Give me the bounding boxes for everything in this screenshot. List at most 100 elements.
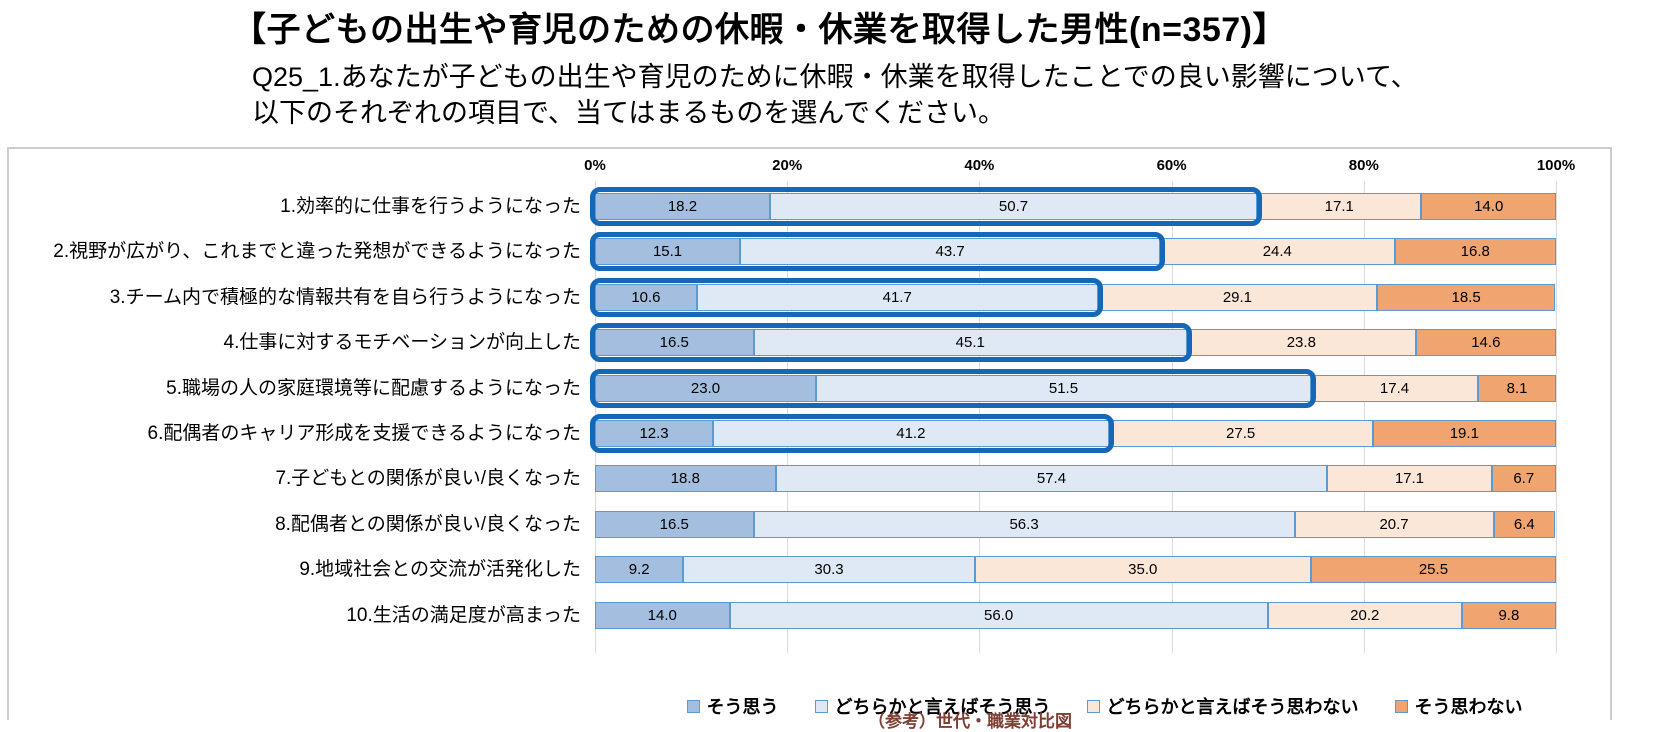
- legend-item: どちらかと言えばそう思う: [814, 693, 1051, 719]
- legend-swatch: [686, 699, 700, 713]
- category-label: 2.視野が広がり、これまでと違った発想ができるようになった: [53, 241, 581, 263]
- bar-segment: 9.8: [1461, 601, 1556, 629]
- bar-segment: 57.4: [775, 465, 1328, 493]
- segment-value-label: 9.8: [1498, 606, 1520, 624]
- bar-segment: 18.8: [595, 465, 776, 493]
- bar-row: 5.職場の人の家庭環境等に配慮するようになった 23.0 51.5 17.4 8.1: [9, 368, 1610, 408]
- segment-value-label: 16.5: [659, 334, 689, 352]
- segment-value-label: 27.5: [1226, 425, 1256, 442]
- category-label: 3.チーム内で積極的な情報共有を自ら行うようになった: [109, 286, 581, 308]
- segment-value-label: 41.2: [896, 425, 926, 442]
- segment-value-label: 14.6: [1471, 334, 1501, 352]
- segment-value-label: 56.0: [984, 606, 1014, 624]
- x-axis-tick-label: 60%: [1156, 157, 1187, 174]
- x-gridline: [1363, 181, 1365, 653]
- bar-row: 3.チーム内で積極的な情報共有を自ら行うようになった 10.6 41.7 29.1 18…: [9, 277, 1610, 317]
- legend-item: そう思う: [686, 693, 779, 719]
- bar-track: 12.3 41.2 27.5 19.1: [590, 414, 1557, 453]
- bar-segment: 41.7: [696, 283, 1098, 311]
- bar-segment: 20.7: [1294, 510, 1494, 538]
- legend-item: そう思わない: [1394, 693, 1523, 719]
- bar-segment: 17.1: [1257, 193, 1422, 220]
- question-line-1: Q25_1.あなたが子どもの出生や育児のために休暇・休業を取得したことでの良い影…: [252, 62, 1418, 92]
- segment-value-label: 57.4: [1036, 470, 1067, 488]
- segment-value-label: 25.5: [1418, 561, 1449, 579]
- x-gridline: [1556, 181, 1557, 653]
- bar-segment: 19.1: [1372, 420, 1557, 447]
- segment-value-label: 35.0: [1128, 561, 1158, 579]
- bar-segment: 15.1: [595, 238, 741, 266]
- x-axis-tick-label: 100%: [1536, 157, 1576, 174]
- bar-track: 18.2 50.7 17.1 14.0: [590, 187, 1556, 226]
- category-label: 9.地域社会との交流が活発化した: [299, 559, 581, 581]
- bar-row: 1.効率的に仕事を行うようになった 18.2 50.7 17.1 14.0: [9, 187, 1610, 226]
- segment-value-label: 16.8: [1460, 243, 1490, 261]
- bar-segment: 12.3: [595, 420, 714, 447]
- segment-value-label: 16.5: [659, 515, 689, 533]
- bar-segment: 16.8: [1394, 238, 1556, 266]
- segment-value-label: 24.4: [1262, 243, 1292, 261]
- segment-value-label: 14.0: [647, 606, 677, 624]
- bar-segment: 24.4: [1160, 238, 1395, 266]
- segment-value-label: 9.2: [628, 561, 650, 579]
- bar-row: 9.地域社会との交流が活発化した 9.2 30.3 35.0 25.5: [9, 556, 1610, 584]
- x-axis-tick-label: 40%: [964, 157, 995, 174]
- bar-segment: 17.4: [1310, 374, 1479, 402]
- bar-track: 14.0 56.0 20.2 9.8: [595, 601, 1556, 629]
- bar-segment: 56.3: [753, 510, 1295, 538]
- bar-segment: 27.5: [1108, 420, 1373, 447]
- segment-value-label: 6.4: [1513, 515, 1535, 533]
- segment-value-label: 17.4: [1379, 379, 1410, 397]
- question-text: Q25_1.あなたが子どもの出生や育児のために休暇・休業を取得したことでの良い影…: [252, 59, 1418, 131]
- bar-segment: 45.1: [753, 329, 1187, 357]
- category-label: 8.配偶者との関係が良い/良くなった: [275, 513, 581, 535]
- segment-value-label: 23.0: [690, 379, 721, 397]
- category-label: 4.仕事に対するモチベーションが向上した: [223, 332, 581, 354]
- bar-track: 16.5 56.3 20.7 6.4: [595, 510, 1556, 538]
- bar-segment: 16.5: [595, 329, 754, 357]
- chart-panel: 0% 20% 40% 60% 80% 100% 1.効率的に仕事を行うようになった 18.2…: [7, 147, 1612, 720]
- bar-segment: 56.0: [729, 601, 1268, 629]
- bar-segment: 35.0: [974, 556, 1311, 584]
- category-label: 1.効率的に仕事を行うようになった: [280, 196, 581, 217]
- segment-value-label: 50.7: [998, 198, 1029, 215]
- segment-value-label: 20.2: [1350, 606, 1380, 624]
- bar-segment: 25.5: [1310, 556, 1556, 584]
- legend: そう思う どちらかと言えばそう思う どちらかと言えばそう思わない そう思わない: [595, 693, 1614, 719]
- segment-value-label: 18.2: [667, 198, 698, 215]
- segment-value-label: 30.3: [814, 561, 844, 579]
- chart-title: 【子どもの出生や育児のための休暇・休業を取得した男性(n=357)】: [232, 11, 1287, 49]
- segment-value-label: 29.1: [1222, 288, 1253, 306]
- bar-segment: 18.2: [595, 193, 770, 220]
- segment-value-label: 51.5: [1048, 379, 1079, 397]
- bar-track: 16.5 45.1 23.8 14.6: [590, 323, 1556, 363]
- segment-value-label: 17.1: [1324, 198, 1354, 215]
- category-label: 10.生活の満足度が高まった: [346, 604, 581, 626]
- bar-segment: 30.3: [683, 556, 975, 584]
- x-axis-tick-label: 20%: [772, 157, 803, 174]
- segment-value-label: 17.1: [1394, 470, 1425, 488]
- bar-segment: 43.7: [740, 238, 1161, 266]
- segment-value-label: 10.6: [631, 288, 661, 306]
- x-axis-tick-label: 0%: [584, 157, 606, 174]
- bar-track: 15.1 43.7 24.4 16.8: [590, 232, 1556, 272]
- legend-swatch: [814, 699, 828, 713]
- bar-track: 18.8 57.4 17.1 6.7: [595, 465, 1556, 493]
- segment-value-label: 19.1: [1449, 425, 1479, 442]
- legend-item-label: そう思わない: [1414, 697, 1523, 717]
- bar-track: 10.6 41.7 29.1 18.5: [590, 277, 1556, 317]
- bar-segment: 6.7: [1491, 465, 1556, 493]
- bar-track: 9.2 30.3 35.0 25.5: [595, 556, 1556, 584]
- bar-row: 8.配偶者との関係が良い/良くなった 16.5 56.3 20.7 6.4: [9, 510, 1610, 538]
- bar-segment: 6.4: [1493, 510, 1556, 538]
- bar-segment: 41.2: [713, 420, 1109, 447]
- segment-value-label: 45.1: [955, 334, 985, 352]
- segment-value-label: 20.7: [1379, 515, 1409, 533]
- segment-value-label: 6.7: [1513, 470, 1535, 488]
- bar-segment: 29.1: [1097, 283, 1378, 311]
- bar-segment: 9.2: [595, 556, 684, 584]
- segment-value-label: 18.5: [1451, 288, 1481, 306]
- bar-segment: 10.6: [595, 283, 697, 311]
- legend-swatch: [1086, 699, 1100, 713]
- bar-row: 4.仕事に対するモチベーションが向上した 16.5 45.1 23.8 14.6: [9, 323, 1610, 363]
